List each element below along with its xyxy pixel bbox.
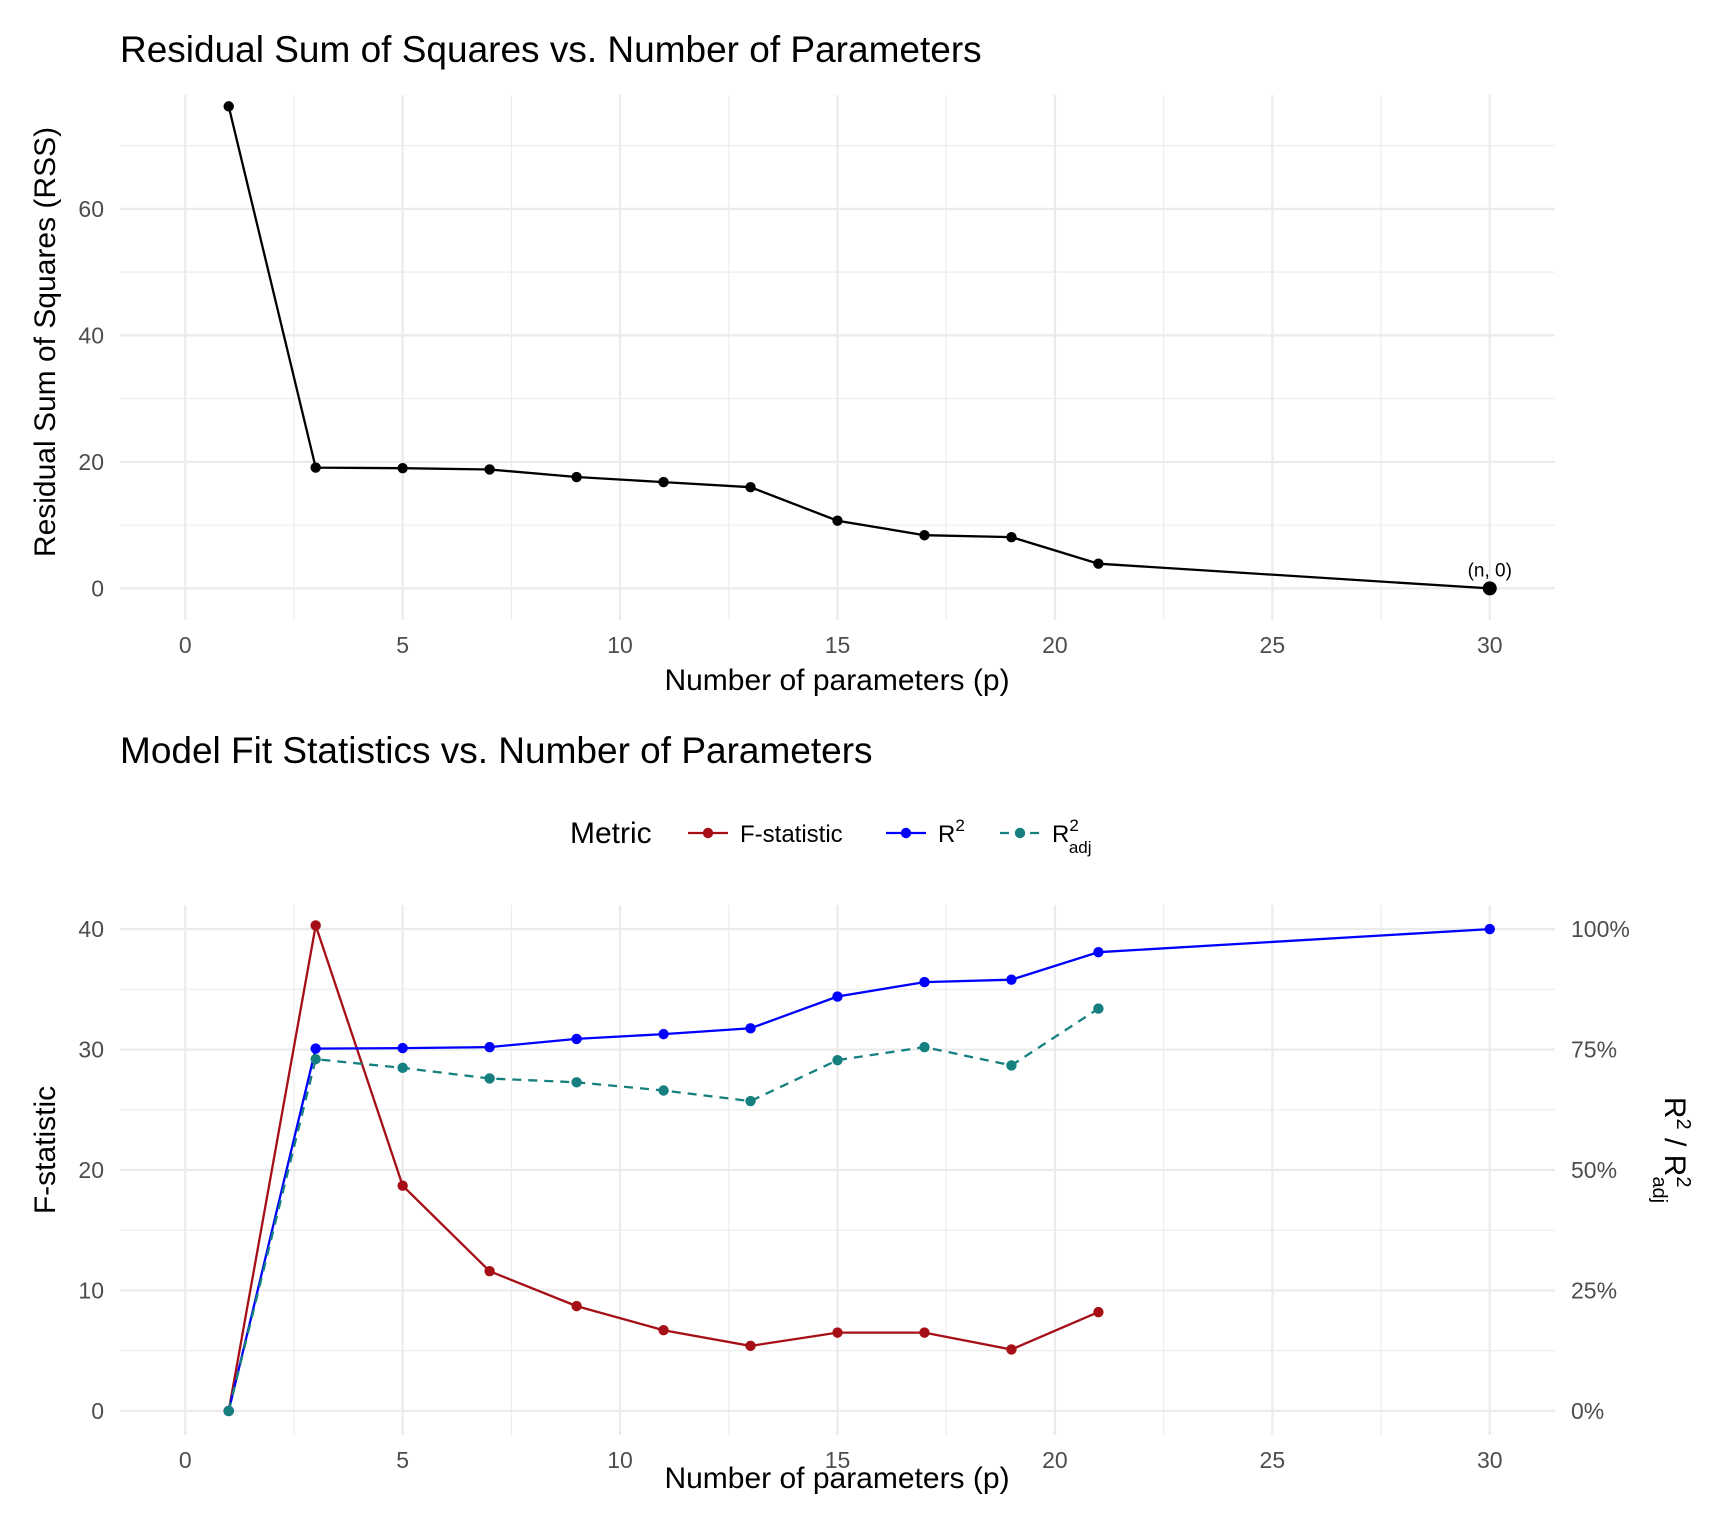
fit-series-fstat-point — [658, 1325, 669, 1336]
fit-series-r2-point — [484, 1041, 495, 1053]
fit-series-fstat-point — [484, 1265, 495, 1277]
legend-key-point — [702, 827, 714, 839]
fit-series-fstat-point — [397, 1180, 408, 1191]
legend-key-point — [1014, 827, 1026, 839]
rss-series-point — [310, 462, 321, 473]
legend: Metric F-statistic R2 R2 adj — [570, 816, 1092, 857]
fit-series-r2-line — [227, 927, 1490, 1412]
fit-series-r2adj-point — [397, 1062, 408, 1074]
fit-y-tick-label: 0 — [91, 1398, 104, 1424]
legend-title: Metric — [570, 817, 652, 850]
legend-key-point — [900, 827, 912, 839]
fit-series-r2adj-point — [658, 1085, 669, 1096]
fit-series-r2adj-point — [919, 1041, 930, 1053]
rss-annotation-label: (n, 0) — [1468, 560, 1512, 581]
fit-series-fstat-line — [227, 925, 1099, 1412]
fit-y-right-tick-label: 50% — [1571, 1157, 1617, 1183]
fit-series-r2adj-point — [745, 1095, 756, 1107]
fit-y-right-tick-label: 100% — [1571, 916, 1630, 942]
rss-y-tick-label: 20 — [78, 449, 104, 475]
rss-series-point — [919, 530, 930, 541]
rss-series-point — [745, 481, 756, 493]
fit-y-right-tick-label: 75% — [1571, 1037, 1617, 1063]
fit-series-fstat-point — [310, 920, 321, 931]
chart-title-rss: Residual Sum of Squares vs. Number of Pa… — [120, 29, 982, 70]
fit-series-fstat-point — [1006, 1344, 1017, 1355]
fit-series-r2-point — [397, 1042, 408, 1054]
legend-label: R2 — [938, 816, 965, 848]
legend-label: F-statistic — [740, 821, 843, 848]
fit-series-fstat-point — [571, 1300, 582, 1312]
fit-series-r2adj-point — [1006, 1060, 1017, 1071]
fit-series-fstat-point — [745, 1340, 756, 1352]
fit-x-tick-label: 15 — [825, 1447, 851, 1473]
x-axis-title-rss: Number of parameters (p) — [664, 664, 1009, 697]
y-axis-title-rss: Residual Sum of Squares (RSS) — [29, 127, 62, 557]
rss-series-line — [227, 106, 1490, 590]
chart-title-fit: Model Fit Statistics vs. Number of Param… — [120, 730, 873, 771]
rss-endpoint-marker — [1482, 581, 1497, 596]
rss-x-tick-label: 0 — [179, 632, 192, 658]
rss-y-tick-label: 60 — [78, 196, 104, 222]
fit-series-fstat-point — [919, 1327, 930, 1338]
rss-y-tick-label: 40 — [78, 322, 104, 348]
rss-series-point — [658, 476, 669, 488]
rss-series-point — [571, 471, 582, 483]
fit-series-r2adj-point — [571, 1077, 582, 1088]
rss-x-tick-label: 10 — [607, 632, 633, 658]
fit-series-r2-point — [310, 1043, 321, 1054]
fit-x-tick-label: 20 — [1042, 1447, 1068, 1473]
fit-series-fstat-point — [832, 1327, 843, 1338]
fit-series-r2-point — [919, 976, 930, 988]
fit-y-tick-label: 20 — [78, 1157, 104, 1183]
fit-series-r2adj-point — [310, 1053, 321, 1065]
rss-series-point — [484, 464, 495, 475]
x-axis-title-fit: Number of parameters (p) — [664, 1462, 1009, 1495]
fit-y-tick-label: 30 — [78, 1037, 104, 1063]
fit-x-tick-label: 30 — [1477, 1447, 1503, 1473]
fit-series-r2adj-point — [223, 1405, 234, 1417]
rss-plot-area: 0 5 10 15 20 25 30 0 20 40 60 (n, 0) — [78, 95, 1555, 658]
rss-series-point — [397, 462, 408, 474]
fit-x-tick-label: 25 — [1260, 1447, 1286, 1473]
rss-series-point — [1093, 558, 1104, 569]
fit-y-right-tick-label: 0% — [1571, 1398, 1604, 1424]
rss-series-point — [1006, 531, 1017, 543]
rss-x-tick-label: 20 — [1042, 632, 1068, 658]
fit-series-r2adj-point — [1093, 1003, 1104, 1014]
rss-series-point — [832, 515, 843, 526]
fit-series-r2-point — [1093, 947, 1104, 958]
fit-x-tick-label: 5 — [396, 1447, 409, 1473]
fit-series-r2-point — [571, 1033, 582, 1045]
fit-series-r2-point — [745, 1023, 756, 1034]
y-axis-title-right: R2 / R2adj — [1648, 1097, 1694, 1203]
fit-series-r2-point — [832, 991, 843, 1002]
fit-y-right-tick-label: 25% — [1571, 1277, 1617, 1303]
y-axis-title-fit: F-statistic — [29, 1086, 62, 1214]
fit-series-r2adj-point — [832, 1054, 843, 1066]
legend-label: R2 adj — [1052, 816, 1092, 857]
fit-series-r2-point — [1006, 974, 1017, 985]
rss-x-tick-label: 5 — [396, 632, 409, 658]
fit-plot-area: 0 5 10 15 20 25 30 0 10 20 30 40 0% 25% 50% 75% 100% R2 /… — [78, 905, 1694, 1473]
rss-y-tick-label: 0 — [91, 575, 104, 601]
fit-series-r2adj-point — [484, 1073, 495, 1084]
fit-x-tick-label: 0 — [179, 1447, 192, 1473]
fit-series-fstat-point — [1093, 1306, 1104, 1318]
rss-series-point — [223, 101, 234, 112]
fit-series-r2-point — [658, 1028, 669, 1040]
rss-x-tick-label: 30 — [1477, 632, 1503, 658]
rss-x-tick-label: 25 — [1260, 632, 1286, 658]
fit-y-tick-label: 10 — [78, 1277, 104, 1303]
fit-y-tick-label: 40 — [78, 916, 104, 942]
rss-x-tick-label: 15 — [825, 632, 851, 658]
fit-series-r2-point — [1484, 923, 1495, 935]
fit-x-tick-label: 10 — [607, 1447, 633, 1473]
